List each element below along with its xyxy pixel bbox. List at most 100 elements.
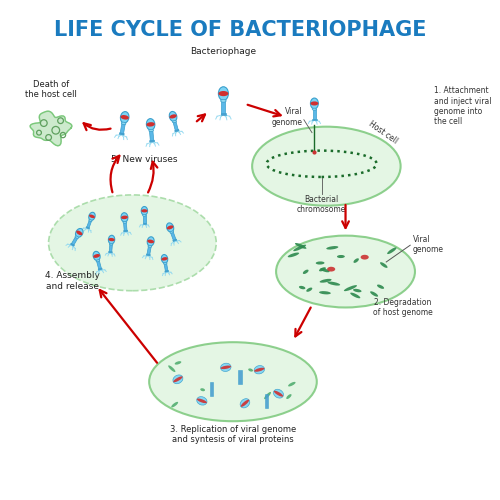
Ellipse shape xyxy=(48,195,216,290)
Ellipse shape xyxy=(294,244,306,251)
Ellipse shape xyxy=(320,268,330,272)
Bar xyxy=(147,246,151,255)
Bar xyxy=(173,121,178,131)
Bar xyxy=(96,260,102,270)
Ellipse shape xyxy=(148,240,154,244)
Ellipse shape xyxy=(162,254,168,263)
Text: Host cell: Host cell xyxy=(367,120,400,146)
Ellipse shape xyxy=(360,255,369,260)
Ellipse shape xyxy=(197,398,207,403)
Text: 1. Attachment
and inject viral
genome into
the cell: 1. Attachment and inject viral genome in… xyxy=(434,86,492,126)
Ellipse shape xyxy=(170,114,176,118)
Ellipse shape xyxy=(148,246,152,248)
Ellipse shape xyxy=(146,122,155,126)
Bar xyxy=(173,239,177,242)
Ellipse shape xyxy=(93,252,100,260)
Ellipse shape xyxy=(310,98,318,109)
Ellipse shape xyxy=(254,368,264,372)
Ellipse shape xyxy=(196,396,207,405)
Text: Death of
the host cell: Death of the host cell xyxy=(25,80,77,100)
Ellipse shape xyxy=(220,363,231,372)
Ellipse shape xyxy=(288,252,299,258)
Bar xyxy=(164,263,168,272)
Ellipse shape xyxy=(303,270,308,274)
Bar xyxy=(174,130,179,132)
Ellipse shape xyxy=(241,400,249,407)
Ellipse shape xyxy=(120,115,129,119)
Bar xyxy=(264,394,268,408)
Ellipse shape xyxy=(319,291,331,294)
Ellipse shape xyxy=(286,394,292,399)
Ellipse shape xyxy=(142,214,146,216)
Ellipse shape xyxy=(146,118,155,130)
Ellipse shape xyxy=(89,212,95,220)
Ellipse shape xyxy=(344,285,357,291)
Text: Viral
genome: Viral genome xyxy=(412,234,444,254)
Ellipse shape xyxy=(200,388,205,392)
Bar xyxy=(71,236,78,246)
Ellipse shape xyxy=(162,257,168,260)
Ellipse shape xyxy=(326,246,338,250)
Ellipse shape xyxy=(172,120,176,122)
Ellipse shape xyxy=(141,209,148,212)
Ellipse shape xyxy=(387,248,396,254)
Bar xyxy=(142,223,146,224)
Bar xyxy=(124,230,128,232)
Text: Viral
genome: Viral genome xyxy=(272,107,302,126)
Text: 4. Assembly
and release: 4. Assembly and release xyxy=(45,272,100,291)
Ellipse shape xyxy=(168,366,175,372)
Ellipse shape xyxy=(147,237,154,246)
Ellipse shape xyxy=(89,214,95,218)
Ellipse shape xyxy=(173,375,183,384)
Ellipse shape xyxy=(274,390,283,398)
Ellipse shape xyxy=(354,258,359,263)
Ellipse shape xyxy=(121,216,128,219)
Ellipse shape xyxy=(94,254,100,258)
Ellipse shape xyxy=(328,282,340,286)
Bar xyxy=(170,232,176,241)
Bar xyxy=(86,226,90,229)
Ellipse shape xyxy=(121,212,128,222)
Bar xyxy=(150,130,154,141)
Ellipse shape xyxy=(370,292,378,296)
Ellipse shape xyxy=(254,366,264,374)
Bar xyxy=(313,109,316,120)
Ellipse shape xyxy=(75,236,78,238)
Ellipse shape xyxy=(380,262,388,268)
Ellipse shape xyxy=(167,226,173,230)
Text: 2. Degradation
of host genome: 2. Degradation of host genome xyxy=(373,298,433,318)
Ellipse shape xyxy=(149,342,317,421)
Ellipse shape xyxy=(174,361,182,364)
Bar xyxy=(119,132,124,135)
Bar xyxy=(109,244,112,252)
Bar xyxy=(312,118,316,120)
Ellipse shape xyxy=(320,279,332,282)
Ellipse shape xyxy=(248,368,253,372)
Bar xyxy=(143,216,146,224)
Ellipse shape xyxy=(141,206,148,215)
Bar xyxy=(165,270,168,272)
Ellipse shape xyxy=(170,112,177,122)
Ellipse shape xyxy=(288,382,296,386)
Text: 5. New viruses: 5. New viruses xyxy=(111,154,178,164)
Bar xyxy=(86,220,92,228)
Bar xyxy=(124,222,127,231)
Ellipse shape xyxy=(220,100,226,102)
Ellipse shape xyxy=(149,130,154,132)
Ellipse shape xyxy=(276,236,415,308)
Bar xyxy=(210,382,214,396)
Ellipse shape xyxy=(319,267,326,272)
Ellipse shape xyxy=(353,289,362,292)
Ellipse shape xyxy=(166,223,173,232)
Ellipse shape xyxy=(299,286,306,290)
Ellipse shape xyxy=(76,230,82,235)
Bar xyxy=(108,252,112,253)
Bar xyxy=(238,370,242,384)
Ellipse shape xyxy=(174,376,182,382)
Ellipse shape xyxy=(327,267,335,272)
Ellipse shape xyxy=(264,392,271,399)
Text: Bacterial
chromosome: Bacterial chromosome xyxy=(297,195,346,214)
Ellipse shape xyxy=(171,402,178,407)
Text: LIFE CYCLE OF BACTERIOPHAGE: LIFE CYCLE OF BACTERIOPHAGE xyxy=(54,20,426,40)
Ellipse shape xyxy=(164,262,167,264)
